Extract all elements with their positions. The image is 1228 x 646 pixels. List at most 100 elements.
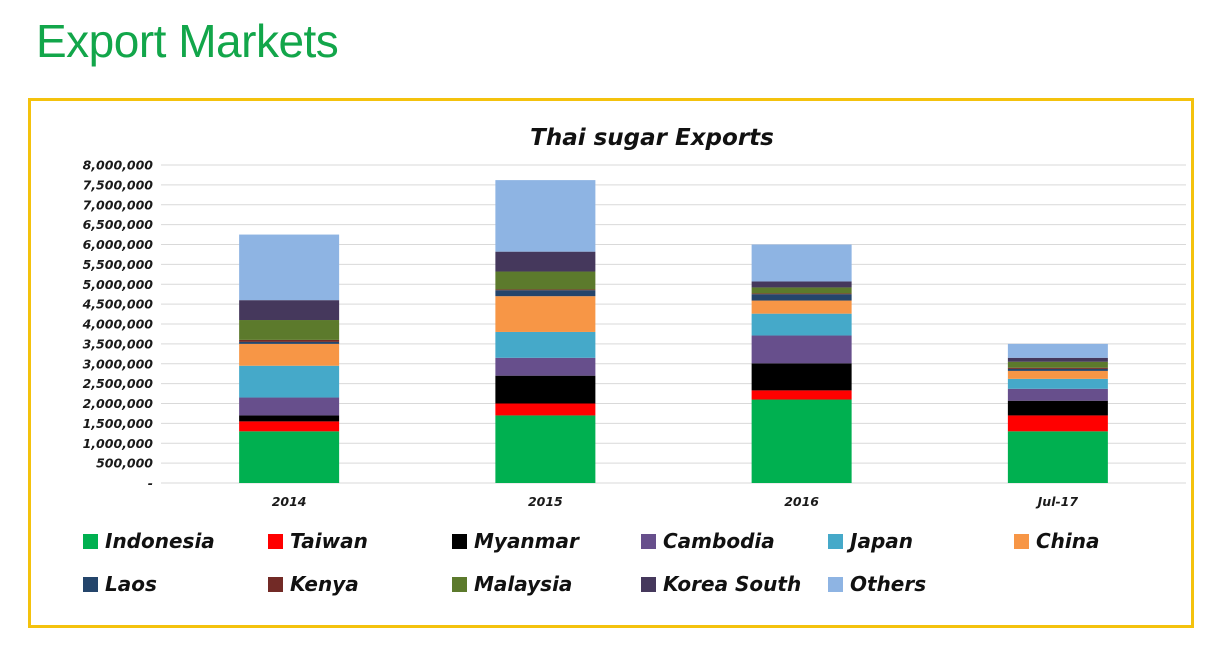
- y-tick-label: 6,500,000: [83, 217, 154, 232]
- bar-segment: [751, 399, 852, 483]
- y-tick-label: 3,500,000: [83, 336, 154, 351]
- legend-item: Kenya: [268, 572, 359, 596]
- bar-segment: [495, 331, 596, 358]
- bar-segment: [1007, 415, 1108, 432]
- legend-label: Japan: [846, 529, 913, 553]
- legend-label: Myanmar: [474, 529, 580, 553]
- legend-item: Taiwan: [268, 529, 368, 553]
- y-axis-tick-labels: - 500,000 1,000,000 1,500,000 2,000,000 2,500…: [82, 158, 154, 491]
- bar-segment: [239, 415, 340, 422]
- bar-segment: [1007, 378, 1108, 389]
- legend-label: China: [1036, 529, 1100, 553]
- y-tick-label: 4,500,000: [82, 297, 154, 312]
- bar-segment: [751, 335, 852, 364]
- bar-segment: [239, 343, 340, 366]
- legend-item: Others: [828, 572, 926, 596]
- bar-segment: [239, 341, 340, 344]
- y-tick-label: 7,500,000: [83, 177, 154, 192]
- bar-segment: [239, 397, 340, 416]
- bar-segment: [1007, 400, 1108, 416]
- bar-segment: [1007, 343, 1108, 358]
- y-tick-label: 6,000,000: [83, 237, 154, 252]
- y-tick-label: 2,000,000: [83, 396, 154, 411]
- bar-segment: [495, 251, 596, 272]
- x-category-label: 2014: [272, 494, 307, 509]
- legend-item: Laos: [83, 572, 157, 596]
- page-title: Export Markets: [36, 15, 339, 67]
- bar-segment: [495, 289, 596, 291]
- bar-segment: [1007, 388, 1108, 401]
- y-tick-label: 7,000,000: [83, 197, 154, 212]
- bar-segment: [751, 287, 852, 294]
- legend-item: Indonesia: [83, 529, 215, 553]
- bar-segment: [495, 296, 596, 332]
- chart-svg: Thai sugar Exports - 500,000 1,000,000 1,50…: [82, 125, 1186, 596]
- legend-swatch: [1014, 534, 1029, 549]
- legend-item: China: [1014, 529, 1100, 553]
- legend-item: Myanmar: [452, 529, 580, 553]
- legend-swatch: [268, 534, 283, 549]
- bar-segment: [1007, 370, 1108, 379]
- bar-segment: [239, 300, 340, 321]
- x-axis-category-labels: 2014 2015 2016 Jul-17: [272, 494, 1079, 509]
- bar-segment: [239, 339, 340, 342]
- legend-swatch: [268, 577, 283, 592]
- legend-swatch: [83, 577, 98, 592]
- y-tick-label: 2,500,000: [83, 376, 154, 391]
- bar-segment: [239, 365, 340, 398]
- y-tick-label: 5,000,000: [83, 277, 154, 292]
- legend-item: Korea South: [641, 572, 801, 596]
- bar-segment: [239, 421, 340, 432]
- legend-label: Laos: [105, 572, 157, 596]
- bar-segment: [751, 293, 852, 295]
- bar-segment: [239, 320, 340, 340]
- bar-segment: [1007, 367, 1108, 369]
- y-tick-label: 3,000,000: [83, 356, 154, 371]
- bars: [239, 180, 1108, 483]
- legend-label: Others: [850, 572, 926, 596]
- legend-label: Kenya: [290, 572, 359, 596]
- legend-swatch: [452, 577, 467, 592]
- bar-segment: [751, 313, 852, 336]
- legend-swatch: [641, 534, 656, 549]
- legend-label: Indonesia: [105, 529, 215, 553]
- x-category-label: Jul-17: [1035, 494, 1079, 509]
- bar-segment: [751, 294, 852, 301]
- y-tick-label: 1,000,000: [83, 436, 154, 451]
- legend-swatch: [452, 534, 467, 549]
- x-category-label: 2016: [784, 494, 819, 509]
- legend-label: Malaysia: [474, 572, 572, 596]
- y-tick-label: 4,000,000: [82, 317, 154, 332]
- y-tick-label: -: [148, 476, 153, 491]
- legend-swatch: [83, 534, 98, 549]
- bar-segment: [495, 180, 596, 252]
- legend: Indonesia Taiwan Myanmar Cambodia Japan China…: [83, 529, 1100, 596]
- legend-swatch: [641, 577, 656, 592]
- bar-segment: [495, 415, 596, 483]
- bar-segment: [751, 244, 852, 282]
- bar-segment: [239, 234, 340, 301]
- y-tick-label: 8,000,000: [83, 158, 154, 173]
- legend-item: Cambodia: [641, 529, 775, 553]
- bar-segment: [751, 281, 852, 288]
- bar-segment: [751, 390, 852, 400]
- bar-segment: [239, 431, 340, 483]
- bar-segment: [751, 363, 852, 391]
- bar-segment: [1007, 361, 1108, 368]
- legend-item: Malaysia: [452, 572, 572, 596]
- bar-segment: [495, 290, 596, 297]
- bar-segment: [751, 300, 852, 314]
- chart-title: Thai sugar Exports: [530, 125, 774, 151]
- legend-item: Japan: [828, 529, 913, 553]
- x-category-label: 2015: [528, 494, 563, 509]
- legend-label: Cambodia: [663, 529, 775, 553]
- bar-segment: [495, 403, 596, 416]
- y-tick-label: 5,500,000: [83, 257, 154, 272]
- bar-segment: [495, 357, 596, 376]
- chart-frame: Thai sugar Exports - 500,000 1,000,000 1,50…: [28, 98, 1194, 628]
- bar-segment: [1007, 357, 1108, 362]
- bar-segment: [1007, 368, 1108, 371]
- y-tick-label: 1,500,000: [83, 416, 154, 431]
- bar-segment: [1007, 431, 1108, 483]
- legend-label: Korea South: [663, 572, 801, 596]
